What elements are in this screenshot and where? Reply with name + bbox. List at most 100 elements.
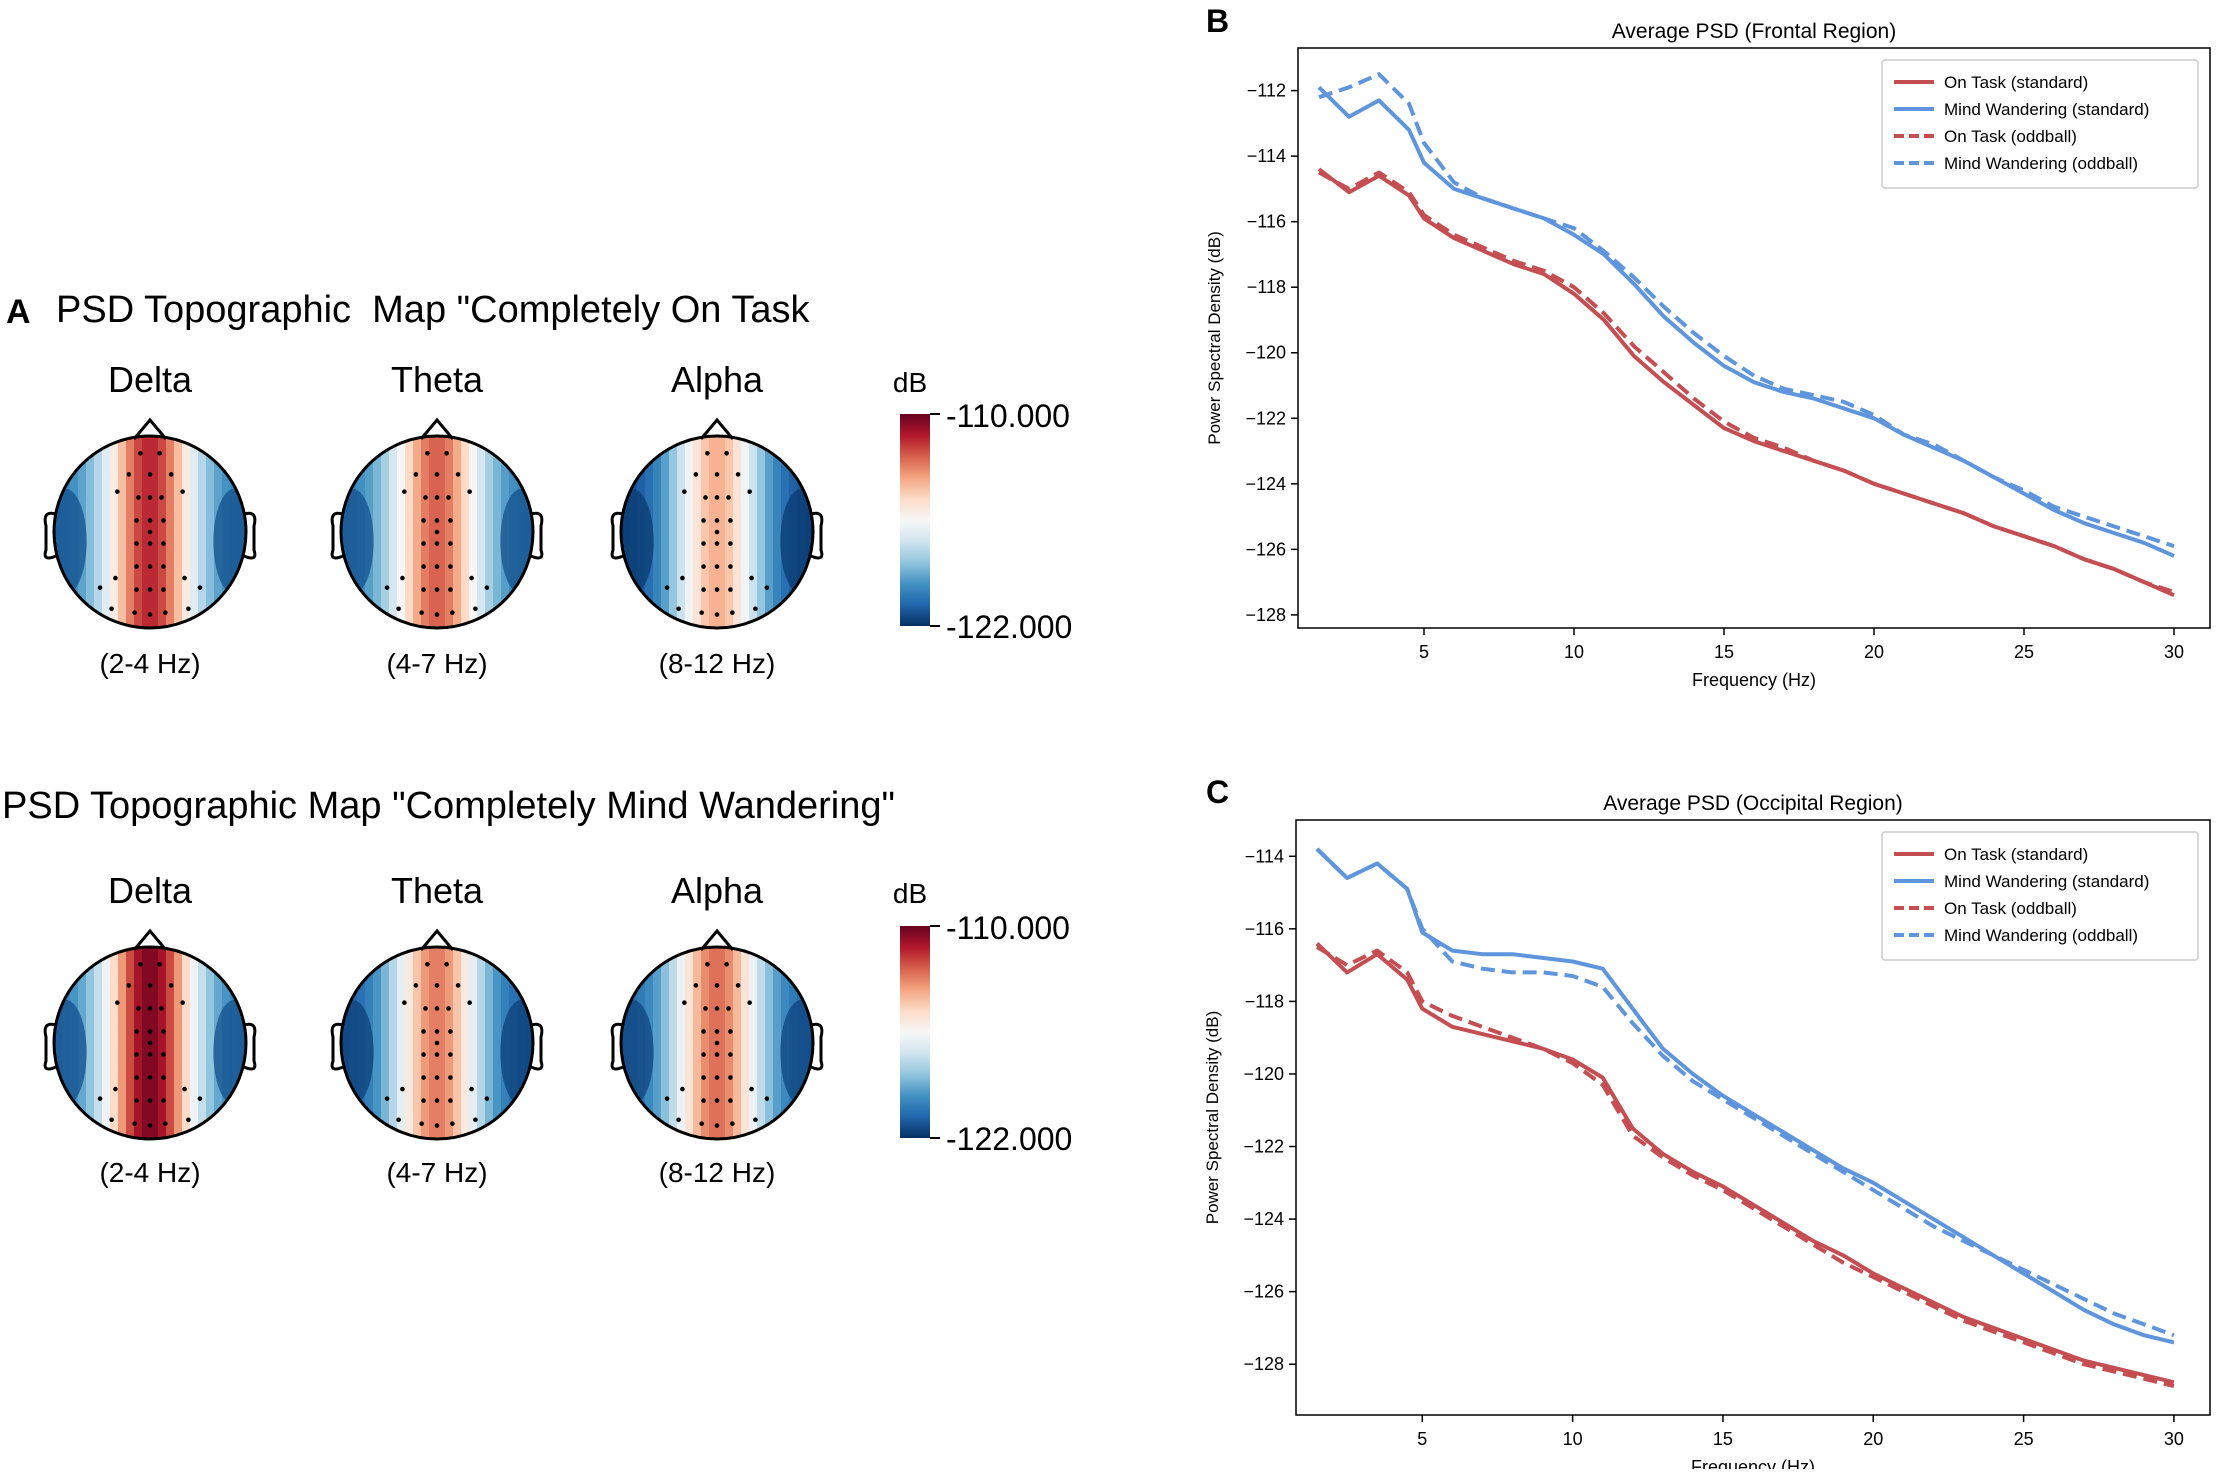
- y-tick-label: −124: [1245, 474, 1286, 494]
- sensor-dot: [109, 1117, 114, 1123]
- sensor-dot: [455, 472, 461, 477]
- sensor-dot: [747, 1000, 752, 1005]
- sensor-dot: [159, 1006, 164, 1011]
- ear-left: [43, 511, 57, 560]
- sensor-dot: [714, 541, 720, 546]
- panel-letter-a: A: [6, 293, 31, 331]
- ear-left: [610, 1022, 624, 1071]
- sensor-dot: [180, 489, 185, 494]
- sensor-dot: [147, 1029, 153, 1034]
- sensor-dot: [161, 1075, 166, 1080]
- colorbar-unit: dB: [893, 878, 927, 909]
- sensor-dot: [701, 518, 706, 523]
- sensor-dot: [680, 1086, 685, 1092]
- sensor-dot: [714, 472, 720, 477]
- sensor-dot: [701, 587, 706, 592]
- sensor-dot: [448, 587, 453, 592]
- sensor-dot: [444, 450, 449, 456]
- sensor-dot: [469, 575, 474, 581]
- sensor-dot: [115, 1000, 120, 1005]
- sensor-dot: [682, 1000, 687, 1005]
- sensor-dot: [421, 518, 426, 523]
- topomap-grid: [43, 417, 824, 1141]
- series-line-on-task-oddball: [1318, 170, 2175, 594]
- sensor-dot: [450, 610, 455, 615]
- sensor-dot: [161, 587, 166, 592]
- band-label-delta: Delta: [108, 359, 193, 400]
- y-tick-label: −122: [1243, 1137, 1284, 1157]
- y-tick-label: −122: [1245, 408, 1286, 428]
- sensor-dot: [434, 1006, 440, 1011]
- sensor-dot: [421, 1098, 426, 1103]
- sensor-dot: [484, 1096, 490, 1101]
- sensor-dot: [726, 495, 731, 500]
- sensor-dot: [423, 495, 428, 500]
- nose-marker: [699, 928, 735, 951]
- sensor-dot: [132, 1121, 137, 1126]
- topomap-mind-wandering-theta: [330, 928, 544, 1141]
- chart-title: Average PSD (Frontal Region): [1612, 20, 1896, 43]
- sensor-dot: [421, 541, 426, 546]
- sensor-dot: [434, 541, 440, 546]
- panel-letter-b: B: [1206, 3, 1229, 39]
- sensor-dot: [703, 1006, 708, 1011]
- topomap-on-task-delta: [43, 417, 257, 630]
- sensor-dot: [446, 1006, 451, 1011]
- sensor-dot: [134, 1098, 139, 1103]
- topomap-heatmap: [341, 947, 533, 1139]
- sensor-dot: [682, 489, 687, 494]
- sensor-dot: [434, 983, 440, 988]
- x-tick-label: 10: [1564, 642, 1584, 662]
- sensor-dot: [714, 612, 720, 617]
- sensor-dot: [701, 1029, 706, 1034]
- sensor-dot: [161, 1052, 166, 1057]
- band-range-theta: (4-7 Hz): [386, 1157, 487, 1188]
- sensor-dot: [467, 1000, 472, 1005]
- sensor-dot: [434, 1052, 440, 1057]
- sensor-dot: [396, 606, 401, 612]
- sensor-dot: [448, 1052, 453, 1057]
- sensor-dot: [434, 587, 440, 592]
- y-tick-label: −128: [1243, 1354, 1284, 1374]
- nose-marker: [419, 417, 455, 440]
- sensor-dot: [735, 983, 741, 988]
- colorbar-max-label: -110.000: [946, 910, 1070, 946]
- colorbar-on-task: dB -110.000 -122.000: [893, 367, 1072, 645]
- x-tick-label: 15: [1714, 642, 1734, 662]
- band-range-delta: (2-4 Hz): [99, 648, 200, 679]
- x-tick-label: 5: [1417, 1429, 1427, 1449]
- sensor-dot: [728, 564, 733, 569]
- band-label-delta: Delta: [108, 870, 193, 911]
- sensor-dot: [724, 450, 729, 456]
- topomap-mind-wandering-alpha: [610, 928, 824, 1141]
- sensor-dot: [467, 489, 472, 494]
- sensor-dot: [714, 1075, 720, 1080]
- head-outline: [339, 945, 535, 1141]
- sensor-dot: [132, 610, 137, 615]
- sensor-dot: [400, 575, 405, 581]
- sensor-dot: [134, 1052, 139, 1057]
- y-tick-label: −114: [1247, 146, 1286, 166]
- legend-label: Mind Wandering (oddball): [1944, 154, 2138, 173]
- sensor-dot: [469, 1086, 474, 1092]
- sensor-dot: [434, 1029, 440, 1034]
- sensor-dot: [444, 961, 449, 967]
- sensor-dot: [147, 612, 153, 617]
- sensor-dot: [126, 983, 132, 988]
- y-tick-label: −114: [1245, 846, 1284, 866]
- sensor-dot: [714, 1098, 720, 1103]
- sensor-dot: [413, 983, 419, 988]
- x-tick-label: 25: [2014, 642, 2034, 662]
- sensor-dot: [747, 489, 752, 494]
- sensor-dot: [419, 1121, 424, 1126]
- sensor-dot: [157, 961, 162, 967]
- sensor-dot: [699, 610, 704, 615]
- head-outline: [52, 434, 248, 630]
- sensor-dot: [126, 472, 132, 477]
- topomap-on-task-theta: [330, 417, 544, 630]
- sensor-dot: [115, 489, 120, 494]
- sensor-dot: [147, 983, 153, 988]
- sensor-dot: [147, 541, 153, 546]
- y-tick-label: −120: [1245, 343, 1286, 363]
- legend-box: [1881, 59, 2199, 189]
